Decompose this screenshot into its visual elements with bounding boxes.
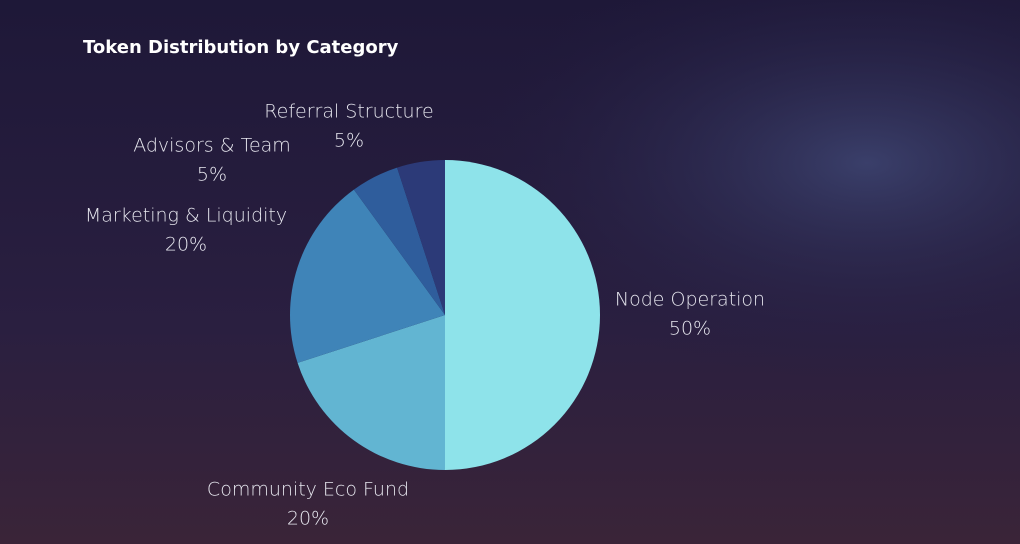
slice-label: Community Eco Fund <box>207 479 409 501</box>
slice-value-label: 50% <box>669 318 711 340</box>
slice-value-label: 20% <box>165 234 207 256</box>
pie-slice <box>297 315 445 470</box>
slice-value-label: 5% <box>197 164 227 186</box>
pie-slice <box>353 167 445 315</box>
slice-label: Referral Structure <box>264 101 433 123</box>
pie-slice <box>290 189 445 363</box>
slice-value-label: 5% <box>334 130 364 152</box>
slice-label: Node Operation <box>615 289 765 311</box>
slice-label: Marketing & Liquidity <box>85 205 287 227</box>
slice-label: Advisors & Team <box>133 135 291 157</box>
chart-title: Token Distribution by Category <box>83 37 399 58</box>
slice-value-label: 20% <box>287 508 329 530</box>
pie-slice <box>397 160 445 315</box>
pie-slice <box>445 160 600 470</box>
